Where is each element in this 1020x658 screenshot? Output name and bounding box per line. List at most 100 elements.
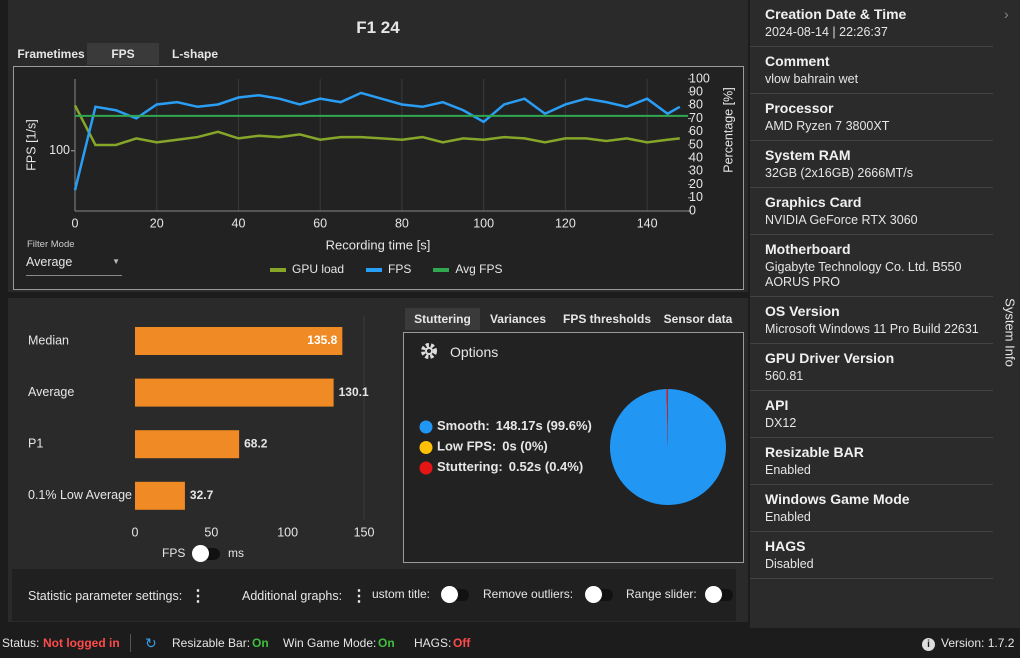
info-value: Gigabyte Technology Co. Ltd. B550 AORUS … (765, 260, 962, 289)
x-axis-title: Recording time [s] (326, 237, 431, 252)
refresh-icon[interactable]: ↻ (145, 635, 157, 651)
info-value: 560.81 (765, 369, 804, 383)
setting-label: Remove outliers: (483, 587, 574, 601)
info-label: Resizable BAR (765, 444, 864, 460)
info-label: OS Version (765, 303, 840, 319)
tab[interactable]: Sensor data (663, 312, 733, 326)
y2-tick-label: 100 (689, 71, 710, 85)
category-label: P1 (28, 436, 43, 450)
filter-value: Average (26, 255, 73, 269)
category-label: Average (28, 385, 74, 399)
info-item: API DX12 (750, 391, 993, 438)
setting-label: Range slider: (626, 587, 697, 601)
legend-label: FPS (388, 262, 412, 276)
series-line (73, 104, 680, 147)
legend-value: 148.17s (99.6%) (496, 418, 592, 433)
x-tick-label: 60 (313, 216, 327, 230)
info-value: 2024-08-14 | 22:26:37 (765, 25, 888, 39)
legend-label: Low FPS: 0s (0%) (437, 439, 548, 454)
legend-name: Low FPS: (437, 439, 496, 454)
bar (135, 481, 185, 510)
gear-icon[interactable] (420, 342, 438, 360)
legend-dot (419, 441, 433, 454)
menu-button[interactable]: ⋮ (190, 588, 206, 605)
legend: GPU load FPS Avg FPS (270, 262, 503, 276)
y-tick-label: 100 (49, 143, 70, 157)
legend-name: Stuttering: (437, 459, 503, 474)
category-label: Median (28, 333, 69, 347)
sidebar-title[interactable]: System Info (1002, 298, 1018, 367)
info-value: AMD Ryzen 7 3800XT (765, 119, 890, 133)
options-label[interactable]: Options (450, 344, 499, 360)
legend-label: Avg FPS (455, 262, 503, 276)
legend-item: FPS (366, 262, 411, 276)
y2-axis-title: Percentage [%] (721, 87, 735, 172)
filter-dropdown[interactable]: Average ▼ (26, 255, 122, 276)
info-label: Creation Date & Time (765, 6, 907, 22)
filter-label: Filter Mode (27, 239, 75, 250)
pie-slice (610, 389, 727, 505)
tab[interactable]: L-shape (171, 47, 218, 61)
y-axis-title: FPS [1/s] (24, 119, 38, 170)
chart-frame (13, 66, 744, 290)
tab[interactable]: Variances (489, 312, 547, 326)
setting-label: Statistic parameter settings: (28, 589, 183, 603)
x-tick-label: 0 (72, 216, 79, 230)
y2-tick-label: 90 (689, 84, 703, 98)
info-value: Enabled (765, 463, 811, 477)
toggle[interactable] (705, 586, 733, 603)
tab[interactable]: Frametimes (17, 47, 85, 61)
info-value: Enabled (765, 510, 811, 524)
y2-tick-label: 30 (689, 164, 703, 178)
y2-tick-label: 0 (689, 203, 696, 217)
settings-bar (12, 569, 736, 621)
collapse-arrow[interactable]: › (1004, 6, 1009, 22)
info-label: GPU Driver Version (765, 350, 895, 366)
stutter-chart: Smooth: 148.17s (99.6%)Low FPS: 0s (0%) Stu… (419, 389, 727, 505)
status-value[interactable]: Not logged in (43, 636, 120, 650)
series-line (73, 91, 681, 191)
tab[interactable]: Stuttering (405, 308, 480, 330)
version: i Version: 1.7.2 (922, 636, 1014, 651)
stats-chart: 0 50 100 150 Median 135.8 Average 130.1 P1 68.2 0.… (28, 316, 374, 539)
bar (135, 327, 343, 355)
unit-toggle[interactable] (192, 545, 220, 562)
toggle[interactable] (585, 586, 613, 603)
tab[interactable]: FPS thresholds (562, 312, 651, 326)
bar (135, 430, 240, 459)
x-tick-label: 80 (395, 216, 409, 230)
legend-label: Stuttering: 0.52s (0.4%) (437, 459, 583, 474)
info-label: System RAM (765, 147, 851, 163)
y2-tick-label: 70 (689, 111, 703, 125)
info-label: API (765, 397, 789, 413)
info-item: Windows Game Mode Enabled (750, 485, 993, 532)
sidebar: Creation Date & Time 2024-08-14 | 22:26:3… (750, 0, 1020, 628)
x-tick-label: 140 (637, 216, 658, 230)
info-value: DX12 (765, 416, 797, 430)
info-label: Windows Game Mode (765, 491, 910, 507)
x-tick-label: 20 (150, 216, 164, 230)
wgm-label: Win Game Mode: (283, 636, 377, 650)
info-item: HAGS Disabled (750, 532, 993, 579)
menu-button[interactable]: ⋮ (351, 588, 367, 605)
info-item: OS Version Microsoft Windows 11 Pro Build… (750, 297, 993, 344)
info-value: Disabled (765, 557, 814, 571)
legend-swatch (433, 267, 450, 272)
tab[interactable]: FPS (87, 43, 159, 65)
info-value: NVIDIA GeForce RTX 3060 (765, 213, 918, 227)
legend-item: GPU load (270, 262, 344, 276)
x-tick-label: 40 (232, 216, 246, 230)
version-text: Version: 1.7.2 (941, 636, 1015, 650)
value-label: 68.2 (244, 436, 268, 450)
setting-label: ustom title: (372, 587, 431, 601)
toggle[interactable] (441, 586, 469, 603)
pie-slice (666, 389, 668, 447)
x-tick-label: 100 (277, 525, 298, 539)
legend-dot (419, 461, 433, 475)
status-bar: Status: Not logged in ↻ Resizable Bar: O… (0, 628, 750, 658)
info-label: Motherboard (765, 241, 851, 257)
info-label: Comment (765, 53, 830, 69)
legend-value: 0.52s (0.4%) (509, 459, 583, 474)
fps-chart: 0 20 40 60 80 100 120 1401000102030405060708090… (24, 71, 735, 252)
